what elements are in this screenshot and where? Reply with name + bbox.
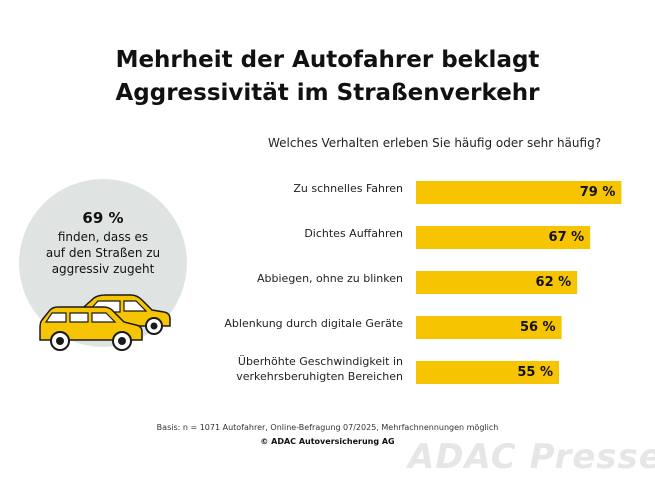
title-line-1: Mehrheit der Autofahrer beklagt: [115, 47, 540, 73]
bar-category-label-4-line-1: Ablenkung durch digitale Geräte: [224, 317, 403, 330]
bar-category-label-5: Überhöhte Geschwindigkeit in verkehrsberu…: [236, 354, 403, 384]
bar-value-label-2: 67 %: [548, 230, 585, 245]
bar-value-label-5: 55 %: [517, 365, 553, 380]
copyright: © ADAC Autoversicherung AG: [260, 437, 395, 446]
title-line-2: Aggressivität im Straßenverkehr: [115, 80, 540, 106]
bar-5: [416, 361, 559, 384]
bar-category-label-1: Zu schnelles Fahren: [293, 181, 403, 196]
footnote: Basis: n = 1071 Autofahrer, Online-Befra…: [156, 423, 499, 432]
bar-value-label-4: 56 %: [519, 320, 556, 335]
bar-category-label-2: Dichtes Auffahren: [304, 226, 403, 241]
watermark: ADAC Presse: [408, 437, 655, 477]
stat-text-line-3: aggressiv zugeht: [51, 262, 155, 276]
bar-1: [416, 181, 622, 204]
bar-category-label-5-line-2: verkehrsberuhigten Bereichen: [236, 369, 403, 383]
chart-title: Mehrheit der Autofahrer beklagt Aggressi…: [0, 44, 655, 110]
bar-3: [416, 271, 578, 294]
bar-2: [416, 226, 591, 249]
wagon-car-icon: [39, 306, 143, 351]
bar-category-label-3-line-1: Abbiegen, ohne zu blinken: [257, 272, 403, 285]
bar-4: [416, 316, 562, 339]
bar-value-label-3: 62 %: [535, 275, 572, 290]
bar-category-label-5-line-1: Überhöhte Geschwindigkeit in: [237, 354, 403, 368]
chart-question: Welches Verhalten erleben Sie häufig ode…: [268, 136, 602, 150]
bar-category-label-3: Abbiegen, ohne zu blinken: [257, 271, 403, 286]
stat-text-line-1: finden, dass es: [57, 230, 149, 244]
bar-category-label-2-line-1: Dichtes Auffahren: [304, 227, 403, 240]
bar-category-label-1-line-1: Zu schnelles Fahren: [293, 182, 403, 195]
bar-value-label-1: 79 %: [579, 185, 616, 200]
stat-text: finden, dass es auf den Straßen zu aggre…: [19, 229, 187, 277]
cars-illustration: [39, 294, 171, 351]
stat-text-line-2: auf den Straßen zu: [45, 246, 161, 260]
stat-value: 69 %: [82, 209, 124, 227]
bar-category-label-4: Ablenkung durch digitale Geräte: [224, 316, 403, 331]
